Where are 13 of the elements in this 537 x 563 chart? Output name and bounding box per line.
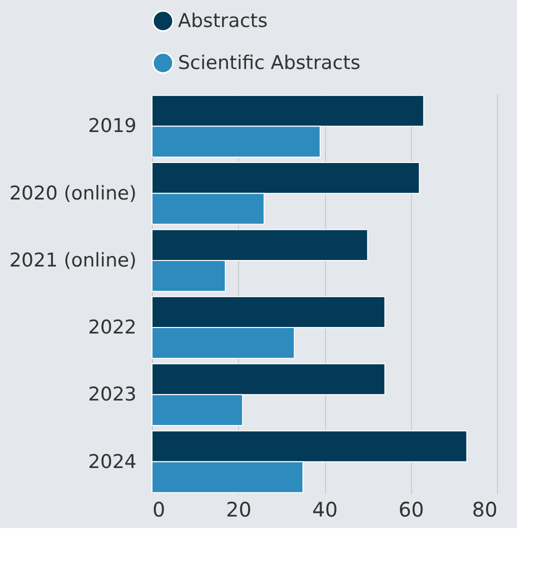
y-tick-label: 2024 [88,450,136,473]
y-tick-label: 2021 (online) [9,249,136,272]
y-tick-label: 2022 [88,316,136,339]
x-tick-label: 20 [226,498,252,522]
x-tick-label: 0 [152,498,166,522]
legend-label: Abstracts [178,10,268,32]
x-tick-label: 40 [312,498,338,522]
x-tick-label: 80 [472,498,498,522]
y-tick-label: 2020 (online) [9,182,136,204]
y-tick-label: 2019 [88,115,136,138]
legend-label: Scientific Abstracts [178,52,360,74]
x-tick-label: 60 [398,498,424,522]
y-tick-label: 2023 [88,384,136,406]
